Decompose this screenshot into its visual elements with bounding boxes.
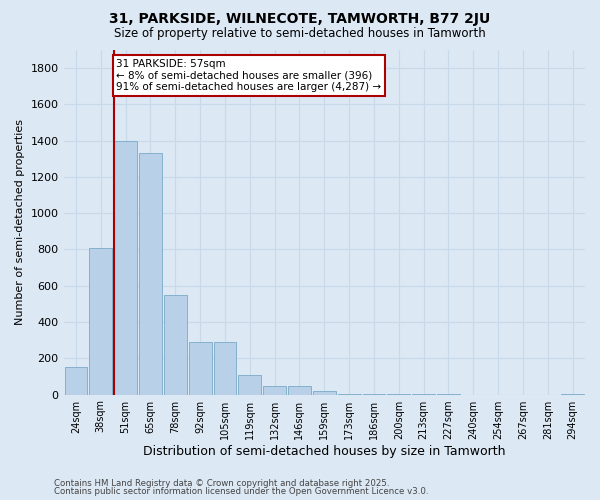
Text: Contains HM Land Registry data © Crown copyright and database right 2025.: Contains HM Land Registry data © Crown c… xyxy=(54,478,389,488)
Bar xyxy=(114,140,137,394)
X-axis label: Distribution of semi-detached houses by size in Tamworth: Distribution of semi-detached houses by … xyxy=(143,444,506,458)
Bar xyxy=(313,391,335,394)
Bar xyxy=(214,342,236,394)
Text: 31 PARKSIDE: 57sqm
← 8% of semi-detached houses are smaller (396)
91% of semi-de: 31 PARKSIDE: 57sqm ← 8% of semi-detached… xyxy=(116,59,382,92)
Text: Size of property relative to semi-detached houses in Tamworth: Size of property relative to semi-detach… xyxy=(114,28,486,40)
Y-axis label: Number of semi-detached properties: Number of semi-detached properties xyxy=(15,120,25,326)
Bar xyxy=(89,248,112,394)
Bar xyxy=(65,368,88,394)
Bar xyxy=(238,374,261,394)
Text: 31, PARKSIDE, WILNECOTE, TAMWORTH, B77 2JU: 31, PARKSIDE, WILNECOTE, TAMWORTH, B77 2… xyxy=(109,12,491,26)
Bar xyxy=(188,342,212,394)
Bar xyxy=(164,295,187,394)
Bar xyxy=(263,386,286,394)
Bar xyxy=(139,154,162,394)
Text: Contains public sector information licensed under the Open Government Licence v3: Contains public sector information licen… xyxy=(54,487,428,496)
Bar xyxy=(288,386,311,394)
